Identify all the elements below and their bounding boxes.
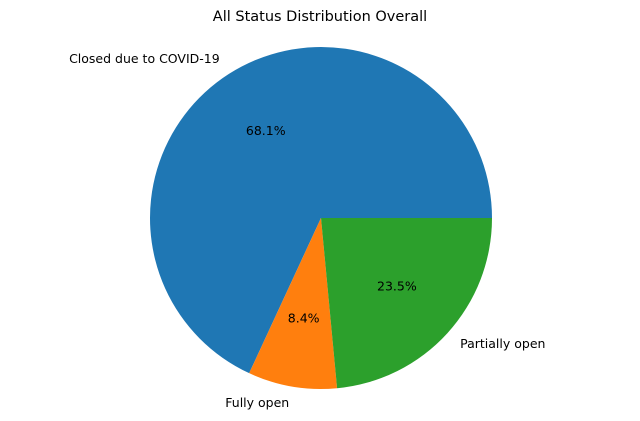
slice-label: Fully open: [225, 395, 289, 410]
pie-slices: [150, 46, 493, 389]
pie-slice-closed-due-to-covid-19: [150, 46, 493, 374]
slice-percent-label: 23.5%: [377, 279, 417, 294]
slice-label: Closed due to COVID-19: [69, 51, 220, 66]
pie-labels: Closed due to COVID-19 68.1% Fully open 8.4…: [69, 51, 545, 410]
slice-percent-label: 8.4%: [288, 311, 320, 326]
pie-slice-partially-open: [321, 218, 492, 389]
chart-title: All Status Distribution Overall: [213, 9, 427, 25]
slice-percent-label: 68.1%: [246, 123, 286, 138]
pie-slice-fully-open: [249, 218, 338, 389]
slice-label: Partially open: [460, 336, 545, 351]
